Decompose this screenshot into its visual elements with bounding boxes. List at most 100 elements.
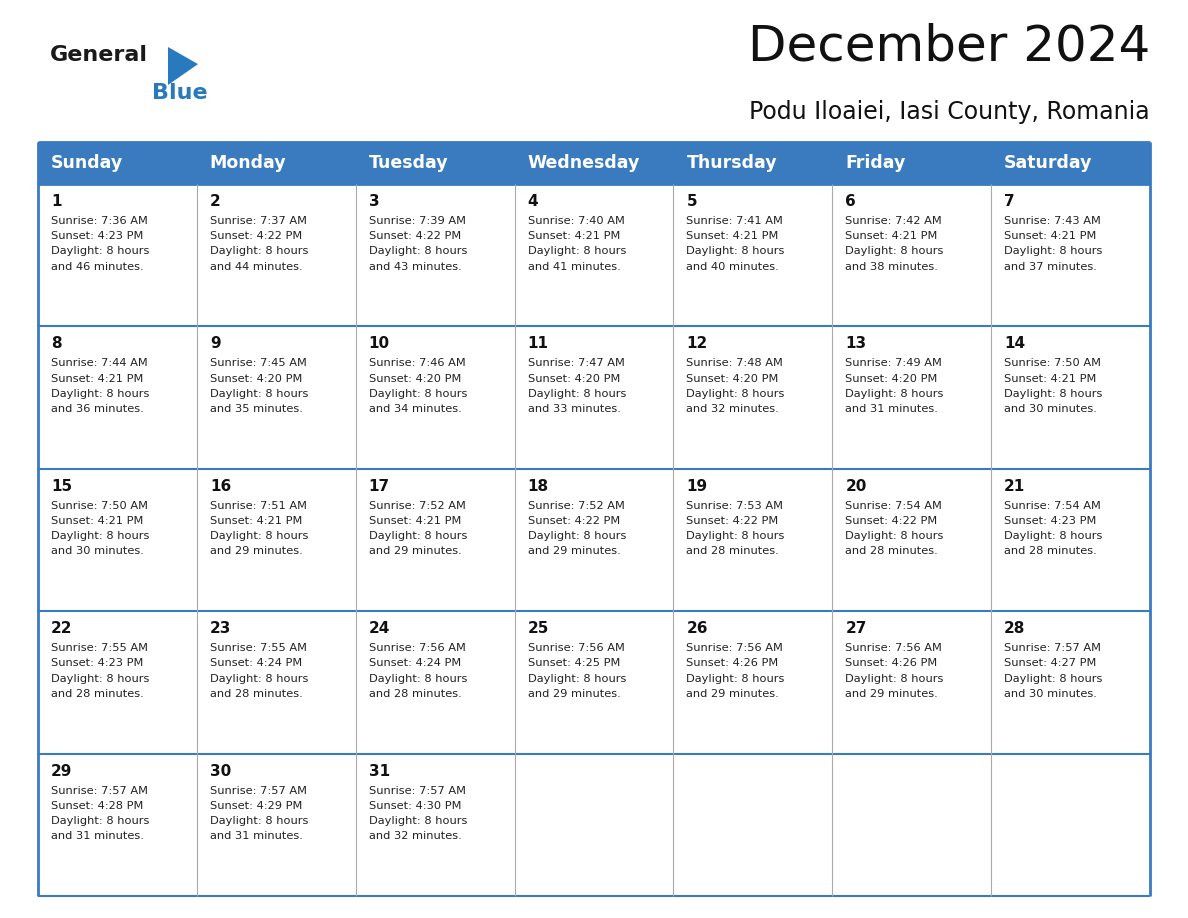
Bar [674, 142, 833, 184]
Text: Daylight: 8 hours: Daylight: 8 hours [210, 246, 308, 256]
Polygon shape [168, 47, 198, 85]
Text: and 30 minutes.: and 30 minutes. [1004, 404, 1097, 414]
Text: Sunset: 4:22 PM: Sunset: 4:22 PM [210, 231, 302, 241]
Text: 18: 18 [527, 479, 549, 494]
Text: Daylight: 8 hours: Daylight: 8 hours [368, 532, 467, 542]
Text: Sunset: 4:21 PM: Sunset: 4:21 PM [1004, 231, 1097, 241]
Text: and 28 minutes.: and 28 minutes. [687, 546, 779, 556]
Text: Sunset: 4:24 PM: Sunset: 4:24 PM [368, 658, 461, 668]
Text: Daylight: 8 hours: Daylight: 8 hours [368, 246, 467, 256]
Text: Sunrise: 7:46 AM: Sunrise: 7:46 AM [368, 358, 466, 368]
Text: Sunrise: 7:55 AM: Sunrise: 7:55 AM [210, 644, 307, 654]
Text: Sunrise: 7:37 AM: Sunrise: 7:37 AM [210, 216, 307, 226]
Text: Daylight: 8 hours: Daylight: 8 hours [687, 674, 785, 684]
Text: and 31 minutes.: and 31 minutes. [51, 831, 144, 841]
Text: and 36 minutes.: and 36 minutes. [51, 404, 144, 414]
Text: 11: 11 [527, 336, 549, 352]
Text: 26: 26 [687, 621, 708, 636]
Text: 20: 20 [846, 479, 867, 494]
Text: and 29 minutes.: and 29 minutes. [687, 688, 779, 699]
Text: Sunset: 4:21 PM: Sunset: 4:21 PM [1004, 374, 1097, 384]
Text: and 41 minutes.: and 41 minutes. [527, 262, 620, 272]
Text: Sunset: 4:29 PM: Sunset: 4:29 PM [210, 800, 302, 811]
Text: Daylight: 8 hours: Daylight: 8 hours [527, 674, 626, 684]
Text: Sunrise: 7:43 AM: Sunrise: 7:43 AM [1004, 216, 1101, 226]
Text: 28: 28 [1004, 621, 1025, 636]
Text: Daylight: 8 hours: Daylight: 8 hours [210, 816, 308, 826]
Text: Blue: Blue [152, 83, 208, 103]
Bar [991, 142, 1150, 184]
Text: December 2024: December 2024 [747, 22, 1150, 70]
Text: Sunrise: 7:45 AM: Sunrise: 7:45 AM [210, 358, 307, 368]
Text: Daylight: 8 hours: Daylight: 8 hours [210, 674, 308, 684]
Text: 31: 31 [368, 764, 390, 778]
Text: Sunrise: 7:55 AM: Sunrise: 7:55 AM [51, 644, 148, 654]
Text: Daylight: 8 hours: Daylight: 8 hours [687, 246, 785, 256]
Text: 19: 19 [687, 479, 708, 494]
Text: Sunset: 4:21 PM: Sunset: 4:21 PM [368, 516, 461, 526]
Text: Sunrise: 7:49 AM: Sunrise: 7:49 AM [846, 358, 942, 368]
Bar [197, 142, 355, 184]
Text: 25: 25 [527, 621, 549, 636]
Text: Daylight: 8 hours: Daylight: 8 hours [846, 246, 943, 256]
Text: Sunset: 4:30 PM: Sunset: 4:30 PM [368, 800, 461, 811]
Text: Friday: Friday [846, 154, 905, 172]
Bar [514, 142, 674, 184]
Text: Daylight: 8 hours: Daylight: 8 hours [1004, 532, 1102, 542]
Text: Sunset: 4:22 PM: Sunset: 4:22 PM [527, 516, 620, 526]
Text: Daylight: 8 hours: Daylight: 8 hours [51, 246, 150, 256]
Text: Tuesday: Tuesday [368, 154, 448, 172]
Text: Sunset: 4:21 PM: Sunset: 4:21 PM [210, 516, 302, 526]
Text: and 31 minutes.: and 31 minutes. [210, 831, 303, 841]
Text: Sunrise: 7:56 AM: Sunrise: 7:56 AM [846, 644, 942, 654]
Text: Sunset: 4:21 PM: Sunset: 4:21 PM [687, 231, 779, 241]
Text: Daylight: 8 hours: Daylight: 8 hours [368, 674, 467, 684]
Text: Sunset: 4:26 PM: Sunset: 4:26 PM [687, 658, 778, 668]
Text: Sunrise: 7:42 AM: Sunrise: 7:42 AM [846, 216, 942, 226]
Text: and 28 minutes.: and 28 minutes. [368, 688, 461, 699]
Text: Sunset: 4:23 PM: Sunset: 4:23 PM [1004, 516, 1097, 526]
Text: Sunrise: 7:44 AM: Sunrise: 7:44 AM [51, 358, 147, 368]
Text: and 29 minutes.: and 29 minutes. [527, 688, 620, 699]
Text: and 46 minutes.: and 46 minutes. [51, 262, 144, 272]
Text: Sunset: 4:24 PM: Sunset: 4:24 PM [210, 658, 302, 668]
Text: Sunset: 4:22 PM: Sunset: 4:22 PM [368, 231, 461, 241]
Text: Sunset: 4:20 PM: Sunset: 4:20 PM [368, 374, 461, 384]
Text: Daylight: 8 hours: Daylight: 8 hours [527, 246, 626, 256]
Text: 5: 5 [687, 194, 697, 209]
Text: and 29 minutes.: and 29 minutes. [368, 546, 461, 556]
Text: and 34 minutes.: and 34 minutes. [368, 404, 461, 414]
Text: 12: 12 [687, 336, 708, 352]
Text: Sunrise: 7:57 AM: Sunrise: 7:57 AM [51, 786, 148, 796]
Text: Sunrise: 7:54 AM: Sunrise: 7:54 AM [1004, 501, 1101, 510]
Text: Sunset: 4:21 PM: Sunset: 4:21 PM [51, 374, 144, 384]
Text: Daylight: 8 hours: Daylight: 8 hours [51, 674, 150, 684]
Text: Sunset: 4:22 PM: Sunset: 4:22 PM [687, 516, 778, 526]
Text: Daylight: 8 hours: Daylight: 8 hours [1004, 674, 1102, 684]
Text: 7: 7 [1004, 194, 1015, 209]
Text: Sunset: 4:25 PM: Sunset: 4:25 PM [527, 658, 620, 668]
Text: Daylight: 8 hours: Daylight: 8 hours [210, 389, 308, 398]
Text: 16: 16 [210, 479, 232, 494]
Text: and 29 minutes.: and 29 minutes. [527, 546, 620, 556]
Text: 6: 6 [846, 194, 857, 209]
Text: Sunset: 4:21 PM: Sunset: 4:21 PM [527, 231, 620, 241]
Text: Sunrise: 7:56 AM: Sunrise: 7:56 AM [687, 644, 783, 654]
Text: Daylight: 8 hours: Daylight: 8 hours [527, 532, 626, 542]
Text: Sunset: 4:27 PM: Sunset: 4:27 PM [1004, 658, 1097, 668]
Text: and 33 minutes.: and 33 minutes. [527, 404, 620, 414]
Text: Sunrise: 7:40 AM: Sunrise: 7:40 AM [527, 216, 625, 226]
Text: and 28 minutes.: and 28 minutes. [1004, 546, 1097, 556]
Text: and 31 minutes.: and 31 minutes. [846, 404, 939, 414]
Text: Sunday: Sunday [51, 154, 124, 172]
Text: General: General [50, 45, 148, 65]
Text: and 28 minutes.: and 28 minutes. [846, 546, 939, 556]
Text: Sunrise: 7:56 AM: Sunrise: 7:56 AM [527, 644, 625, 654]
Text: Sunrise: 7:52 AM: Sunrise: 7:52 AM [527, 501, 625, 510]
Text: Sunset: 4:23 PM: Sunset: 4:23 PM [51, 231, 144, 241]
Text: Wednesday: Wednesday [527, 154, 640, 172]
Text: and 44 minutes.: and 44 minutes. [210, 262, 303, 272]
Text: and 37 minutes.: and 37 minutes. [1004, 262, 1097, 272]
Text: Sunrise: 7:51 AM: Sunrise: 7:51 AM [210, 501, 307, 510]
Text: 30: 30 [210, 764, 232, 778]
